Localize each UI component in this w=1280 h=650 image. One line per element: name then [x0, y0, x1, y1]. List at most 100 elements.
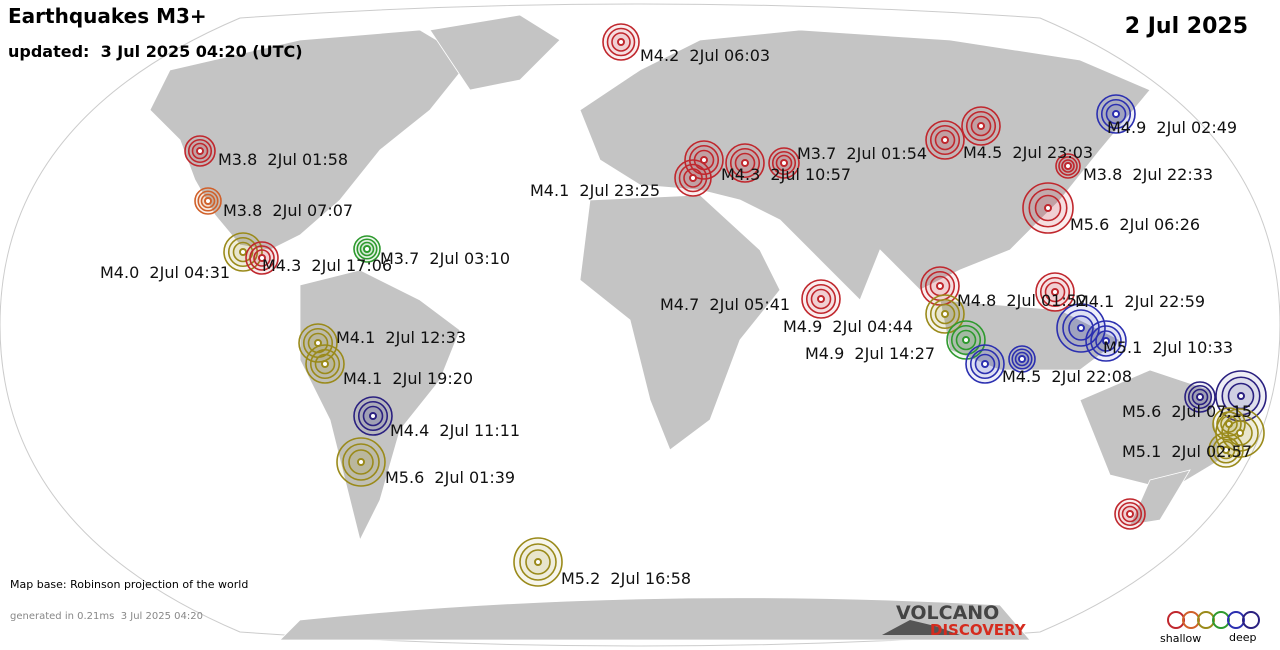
quake-label: M5.6 2Jul 06:26 [1070, 215, 1200, 234]
quake-label: M3.8 2Jul 07:07 [223, 201, 353, 220]
quake-marker [1085, 320, 1127, 362]
quake-marker [961, 106, 1001, 146]
quake-marker [1035, 272, 1075, 312]
quake-center [204, 197, 212, 205]
quake-center [321, 360, 329, 368]
quake-marker [305, 344, 345, 384]
quake-marker [925, 294, 965, 334]
quake-marker [1008, 345, 1036, 373]
quake-center [1222, 446, 1230, 454]
quake-marker [184, 135, 216, 167]
quake-marker [602, 23, 640, 61]
quake-marker [1096, 94, 1136, 134]
quake-label: M4.8 2Jul 01:52 [957, 291, 1087, 310]
depth-legend [1167, 611, 1260, 629]
quake-center [1051, 288, 1059, 296]
quake-marker [1184, 381, 1216, 413]
quake-center [258, 254, 266, 262]
logo-line2: DISCOVERY [930, 621, 1027, 639]
quake-label: M5.1 2Jul 10:33 [1103, 338, 1233, 357]
quake-label: M5.6 2Jul 01:39 [385, 468, 515, 487]
quake-marker [353, 235, 381, 263]
quake-center [369, 412, 377, 420]
quake-label: M4.1 2Jul 22:59 [1075, 292, 1205, 311]
quake-center [689, 174, 697, 182]
quake-center [363, 245, 371, 253]
map-base: Map base: Robinson projection of the wor… [10, 578, 248, 591]
quake-center [817, 295, 825, 303]
quake-center [1237, 392, 1245, 400]
quake-label: M5.1 2Jul 02:57 [1122, 442, 1252, 461]
quake-center [977, 122, 985, 130]
quake-label: M4.0 2Jul 04:31 [100, 263, 230, 282]
quake-label: M3.7 2Jul 01:54 [797, 144, 927, 163]
quake-label: M4.2 2Jul 06:03 [640, 46, 770, 65]
legend-shallow: shallow [1160, 632, 1201, 645]
quake-center [780, 159, 788, 167]
legend-deep: deep [1229, 631, 1257, 644]
quake-center [941, 136, 949, 144]
quake-center [617, 38, 625, 46]
quake-label: M4.4 2Jul 11:11 [390, 421, 520, 440]
quake-center [962, 336, 970, 344]
quake-label: M4.1 2Jul 23:25 [530, 181, 660, 200]
quake-label: M4.1 2Jul 19:20 [343, 369, 473, 388]
quake-marker [801, 279, 841, 319]
quake-center [741, 159, 749, 167]
quake-marker [725, 143, 765, 183]
quake-center [941, 310, 949, 318]
quake-label: M3.8 2Jul 01:58 [218, 150, 348, 169]
quake-label: M4.1 2Jul 12:33 [336, 328, 466, 347]
quake-marker [946, 320, 986, 360]
quake-marker [1215, 408, 1265, 458]
quake-label: M4.5 2Jul 23:03 [963, 143, 1093, 162]
quake-label: M4.5 2Jul 22:08 [1002, 367, 1132, 386]
logo-icon [882, 620, 960, 635]
date: 2 Jul 2025 [1125, 14, 1248, 39]
quake-center [981, 360, 989, 368]
quake-label: M4.7 2Jul 05:41 [660, 295, 790, 314]
quake-center [936, 282, 944, 290]
quake-marker [1056, 303, 1106, 353]
quake-center [239, 248, 247, 256]
quake-marker [194, 187, 222, 215]
quake-marker [965, 344, 1005, 384]
quake-marker [298, 323, 338, 363]
quake-marker [684, 140, 724, 180]
quake-label: M3.8 2Jul 22:33 [1083, 165, 1213, 184]
quake-center [534, 558, 542, 566]
quake-marker [1208, 432, 1244, 468]
quake-center [1064, 162, 1072, 170]
quake-center [196, 147, 204, 155]
quake-label: M3.7 2Jul 03:10 [380, 249, 510, 268]
quake-label: M4.3 2Jul 17:06 [262, 256, 392, 275]
quake-label: M4.9 2Jul 04:44 [783, 317, 913, 336]
quake-label: M5.2 2Jul 16:58 [561, 569, 691, 588]
quake-label: M4.9 2Jul 02:49 [1107, 118, 1237, 137]
logo-line1: VOLCANO [896, 602, 999, 624]
quake-marker [1055, 153, 1081, 179]
quake-center [357, 458, 365, 466]
quake-center [1102, 337, 1110, 345]
quake-label: M5.6 2Jul 07:15 [1122, 402, 1252, 421]
quake-center [1112, 110, 1120, 118]
quake-marker [1114, 498, 1146, 530]
quake-center [1044, 204, 1052, 212]
quake-marker [336, 437, 386, 487]
quake-center [1196, 393, 1204, 401]
quake-center [1126, 510, 1134, 518]
quake-marker [674, 159, 712, 197]
quake-marker [513, 537, 563, 587]
quake-marker [353, 396, 393, 436]
quake-center [1018, 355, 1026, 363]
quake-center [1077, 324, 1085, 332]
title: Earthquakes M3+ [8, 4, 207, 28]
quake-label: M4.9 2Jul 14:27 [805, 344, 935, 363]
quake-marker [245, 241, 279, 275]
generated: generated in 0.21ms 3 Jul 2025 04:20 [10, 611, 203, 622]
quake-marker [768, 147, 800, 179]
quake-label: M4.3 2Jul 10:57 [721, 165, 851, 184]
quake-marker [1022, 182, 1074, 234]
quake-center [1236, 429, 1244, 437]
